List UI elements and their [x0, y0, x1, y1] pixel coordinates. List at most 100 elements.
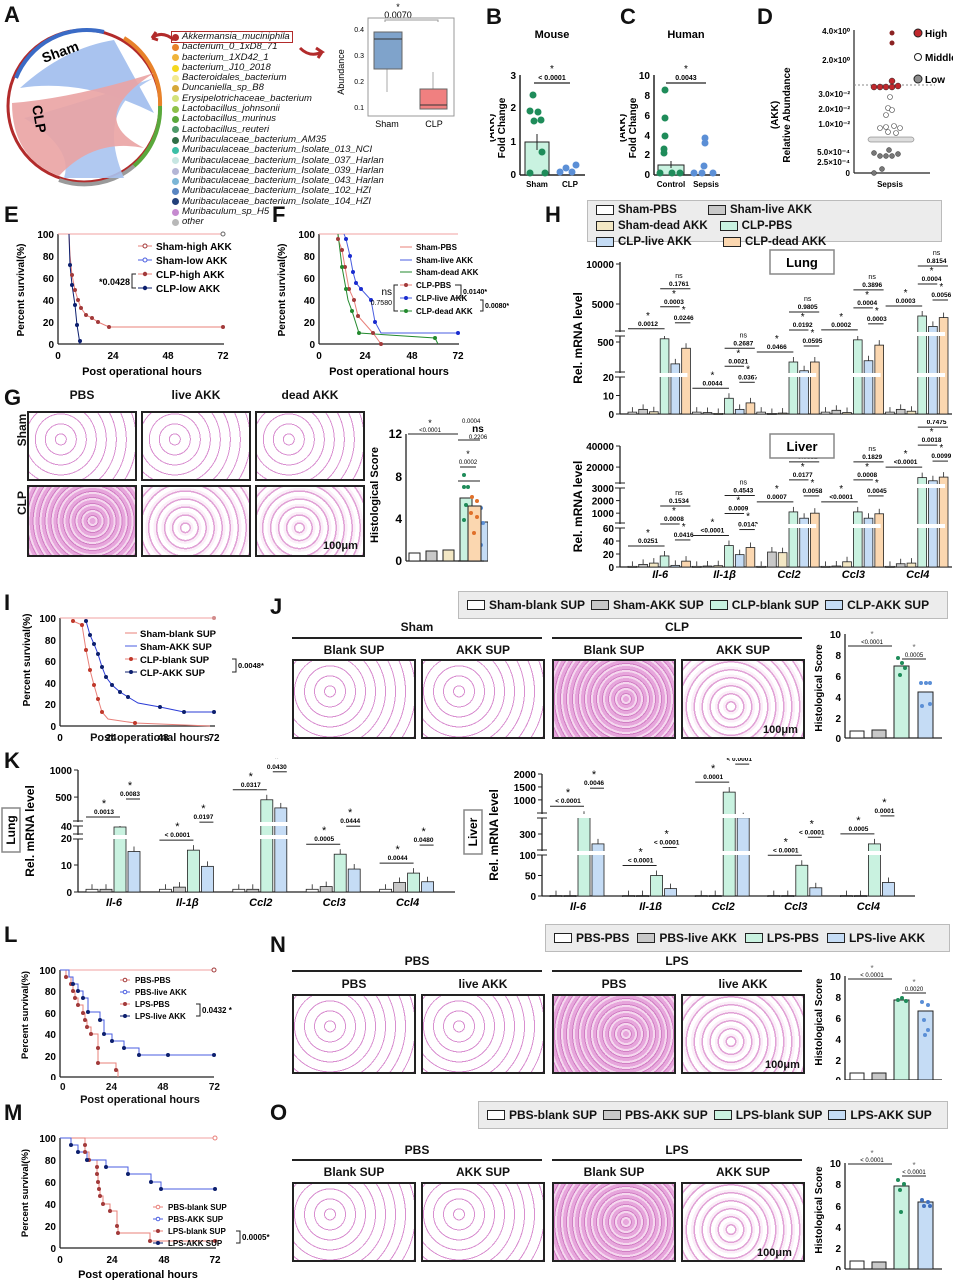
panel-label-n: N	[270, 932, 286, 957]
svg-text:0: 0	[644, 170, 650, 181]
svg-text:0: 0	[835, 734, 841, 744]
svg-text:*: *	[128, 780, 133, 792]
svg-text:Sham-high AKK: Sham-high AKK	[156, 242, 233, 253]
svg-text:Ccl3: Ccl3	[784, 901, 807, 910]
svg-text:0.0020: 0.0020	[905, 987, 924, 993]
svg-text:0: 0	[835, 1076, 841, 1080]
svg-text:10: 10	[830, 1159, 842, 1170]
col-head: Blank SUP	[583, 1165, 645, 1179]
svg-text:0.4: 0.4	[354, 27, 364, 34]
swatch-icon	[708, 205, 726, 215]
histology-image	[552, 994, 676, 1074]
svg-text:PBS-PBS: PBS-PBS	[135, 976, 171, 985]
svg-text:Rel. mRNA level: Rel. mRNA level	[571, 461, 585, 553]
svg-text:*: *	[939, 282, 943, 293]
svg-text:10: 10	[830, 630, 842, 641]
svg-text:0: 0	[66, 888, 72, 899]
svg-text:100: 100	[39, 966, 56, 977]
svg-text:Ccl3: Ccl3	[842, 569, 865, 580]
svg-text:4: 4	[835, 1035, 841, 1046]
svg-text:0.0140*: 0.0140*	[463, 289, 487, 296]
svg-text:PBS-AKK SUP: PBS-AKK SUP	[168, 1215, 224, 1224]
svg-text:60: 60	[45, 657, 57, 668]
panel-label-o: O	[270, 1100, 288, 1125]
svg-text:Liver: Liver	[786, 439, 817, 454]
scale-bar: 100μm	[323, 540, 358, 552]
group-head-clp: CLP	[665, 620, 689, 634]
svg-text:*: *	[912, 1161, 915, 1170]
legend-dot-icon	[172, 33, 179, 41]
taxa-legend-item: Akkermansia_muciniphila	[171, 30, 293, 44]
svg-text:40: 40	[43, 296, 55, 307]
svg-text:4.0×10⁰: 4.0×10⁰	[822, 27, 851, 36]
svg-text:10: 10	[639, 71, 651, 82]
arrow-icon	[150, 31, 175, 42]
svg-text:< 0.0001: < 0.0001	[555, 798, 581, 805]
svg-text:2: 2	[644, 150, 650, 161]
svg-text:*: *	[672, 289, 676, 300]
swatch-icon	[596, 237, 614, 247]
svg-text:ns: ns	[868, 274, 876, 281]
svg-text:0: 0	[608, 410, 614, 420]
col-head: live AKK	[458, 977, 508, 991]
svg-text:0.2: 0.2	[354, 79, 364, 86]
group-head-lps: LPS	[665, 954, 689, 968]
svg-text:0.0480: 0.0480	[414, 837, 434, 844]
svg-text:0: 0	[608, 563, 614, 574]
svg-text:0: 0	[55, 351, 61, 362]
svg-text:6: 6	[835, 1202, 841, 1213]
svg-text:1000: 1000	[592, 509, 615, 520]
svg-text:<0.0001: <0.0001	[861, 640, 884, 646]
svg-text:40: 40	[45, 679, 57, 690]
svg-text:0.0043: 0.0043	[675, 75, 697, 82]
svg-text:2000: 2000	[592, 497, 615, 508]
svg-text:<0.0001: <0.0001	[894, 459, 918, 466]
svg-text:*: *	[856, 815, 861, 827]
group-divider	[552, 1159, 802, 1161]
svg-text:*: *	[646, 311, 650, 322]
svg-text:0.3: 0.3	[354, 53, 364, 60]
panel-label-d: D	[757, 4, 773, 29]
svg-text:CLP-dead AKK: CLP-dead AKK	[416, 307, 473, 316]
svg-text:ns: ns	[675, 490, 683, 497]
svg-text:Post operational hours: Post operational hours	[329, 366, 449, 378]
svg-text:0.0018: 0.0018	[922, 437, 942, 444]
svg-text:0.0246: 0.0246	[674, 315, 694, 322]
taxa-legend-item: Muribaculaceae_bacterium_Isolate_102_HZI	[172, 186, 371, 196]
swatch-icon	[828, 1110, 847, 1120]
svg-text:0.1534: 0.1534	[669, 498, 689, 505]
svg-text:Il-1β: Il-1β	[639, 901, 662, 910]
boxplot-abundance: * 0.0070 0.4 0.3 0.2 0.1 Abundance Sham …	[336, 2, 455, 129]
histology-image	[681, 994, 805, 1074]
svg-text:CLP-AKK SUP: CLP-AKK SUP	[140, 668, 206, 679]
panel-label-b: B	[486, 4, 502, 29]
svg-text:8: 8	[835, 993, 841, 1004]
svg-text:0: 0	[48, 340, 54, 351]
svg-text:8: 8	[835, 651, 841, 662]
svg-text:20: 20	[304, 318, 316, 329]
svg-text:60: 60	[603, 524, 615, 535]
svg-text:1: 1	[510, 137, 516, 148]
svg-text:ns: ns	[868, 446, 876, 453]
svg-text:*: *	[811, 328, 815, 339]
taxa-legend-item: Muribaculaceae_bacterium_Isolate_039_Har…	[172, 165, 384, 176]
legend-dot-icon	[172, 43, 179, 51]
legend-dot-icon	[172, 188, 179, 196]
svg-text:20: 20	[61, 834, 73, 845]
legend-dot-icon	[172, 218, 179, 226]
panel-label-h: H	[545, 202, 561, 227]
svg-text:< 0.0001: < 0.0001	[799, 829, 825, 836]
legend-dot-icon	[172, 116, 179, 124]
group-divider	[552, 970, 802, 972]
svg-text:0.0013: 0.0013	[94, 809, 114, 816]
svg-text:CLP-blank SUP: CLP-blank SUP	[140, 655, 210, 666]
svg-text:*: *	[275, 758, 280, 765]
svg-text:6: 6	[835, 1014, 841, 1025]
svg-text:*: *	[322, 825, 327, 837]
panel-label-a: A	[4, 2, 20, 27]
svg-text:4: 4	[835, 693, 841, 704]
svg-text:PBS-live AKK: PBS-live AKK	[135, 988, 187, 997]
svg-text:Il-6: Il-6	[652, 569, 669, 580]
svg-text:*: *	[912, 978, 915, 987]
svg-text:4: 4	[395, 512, 402, 526]
